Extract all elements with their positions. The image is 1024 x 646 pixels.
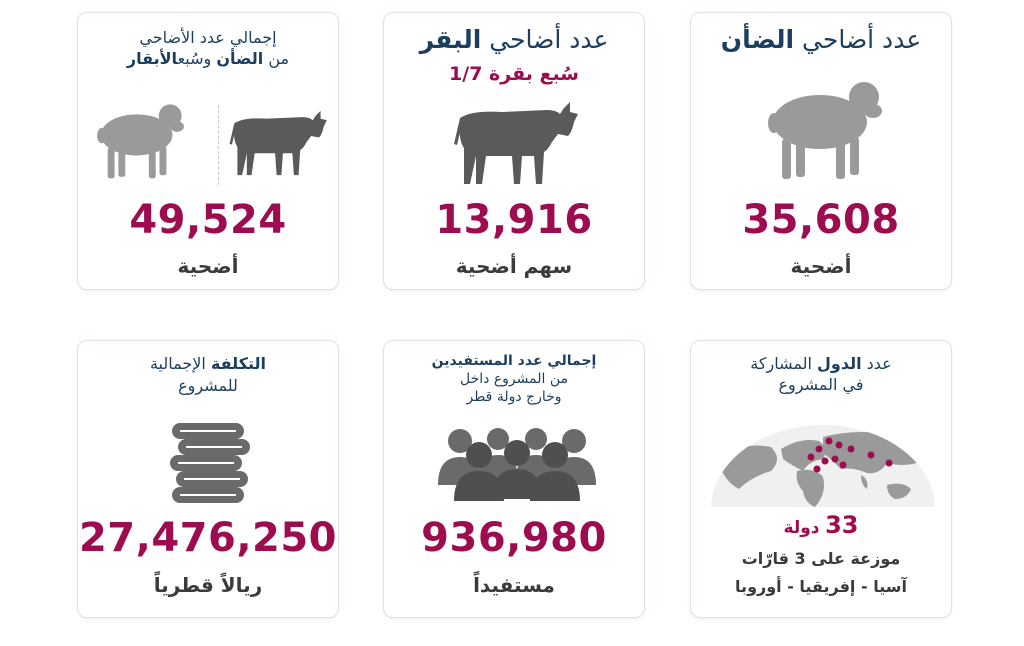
title-text: عدد xyxy=(866,354,892,373)
title-text: من xyxy=(268,49,290,68)
card-title-line1: إجمالي عدد المستفيدين xyxy=(431,353,597,369)
card-title: عدد أضاحي الضأن xyxy=(691,25,951,55)
total-count-value: 49,524 xyxy=(129,197,287,243)
unit-label: أضحية xyxy=(790,254,852,278)
currency-label: ريالاً قطرياً xyxy=(153,573,263,597)
beneficiaries-count-value: 936,980 xyxy=(421,515,607,561)
title-text: المشاركة xyxy=(750,354,812,373)
title-text: عدد أضاحي xyxy=(802,25,922,54)
card-title-line2: للمشروع xyxy=(178,376,238,395)
countries-count: 33 دولة xyxy=(691,511,951,539)
countries-card: عدد الدول المشاركة في المشروع 33 دولة م xyxy=(690,340,952,618)
coin-stack-icon xyxy=(170,423,250,503)
sheep-count-card: عدد أضاحي الضأن 35,608 أضحية xyxy=(690,12,952,290)
total-sacrifices-card: إجمالي عدد الأضاحي من الضأن وسُبعالأبقار… xyxy=(77,12,339,290)
card-title-line2: من الضأن وسُبعالأبقار xyxy=(78,50,338,68)
cattle-count-card: عدد أضاحي البقر سُبع بقرة 1/7 13,916 سهم… xyxy=(383,12,645,290)
unit-label: مستفيداً xyxy=(473,573,555,597)
card-title-line1: إجمالي عدد الأضاحي xyxy=(139,28,277,47)
people-group-icon xyxy=(438,428,596,501)
title-bold-text: التكلفة xyxy=(210,354,267,373)
card-title-line2: من المشروع داخل xyxy=(459,371,568,387)
title-text: عدد أضاحي xyxy=(489,25,609,54)
sheep-icon xyxy=(768,82,882,179)
continents-list-text: آسيا - إفريقيا - أوروبا xyxy=(735,577,907,596)
card-title-line1: التكلفة الإجمالية xyxy=(78,355,338,373)
total-cost-card: التكلفة الإجمالية للمشروع 27,476,250 ريا… xyxy=(77,340,339,618)
title-bold-text: الأبقار xyxy=(126,49,178,68)
card-subtitle: سُبع بقرة 1/7 xyxy=(449,63,579,85)
total-cost-value: 27,476,250 xyxy=(78,515,338,561)
card-title: عدد أضاحي البقر xyxy=(384,25,644,55)
title-bold-text: الدول xyxy=(817,354,862,373)
card-title-line1: عدد الدول المشاركة xyxy=(691,355,951,373)
title-text: وسُبع xyxy=(177,49,212,68)
title-text: الإجمالية xyxy=(149,354,206,373)
unit-label: أضحية xyxy=(177,254,239,278)
cow-icon xyxy=(454,102,578,184)
card-title-line2: في المشروع xyxy=(778,375,864,394)
unit-label: سهم أضحية xyxy=(455,254,573,278)
title-bold-text: البقر xyxy=(419,25,482,54)
card-title-line3: وخارج دولة قطر xyxy=(466,389,562,405)
cattle-count-value: 13,916 xyxy=(435,197,593,243)
cow-icon xyxy=(229,110,327,176)
title-bold-text: الضأن xyxy=(720,25,795,54)
beneficiaries-card: إجمالي عدد المستفيدين من المشروع داخل وخ… xyxy=(383,340,645,618)
countries-count-value: 33 xyxy=(825,511,859,539)
countries-count-word: دولة xyxy=(783,518,820,538)
title-bold-text: الضأن xyxy=(216,49,264,68)
divider xyxy=(218,105,219,185)
sheep-icon xyxy=(97,104,184,179)
world-map-icon xyxy=(711,425,935,507)
sheep-count-value: 35,608 xyxy=(742,197,900,243)
continents-count-text: موزعة على 3 قارّات xyxy=(741,549,901,568)
